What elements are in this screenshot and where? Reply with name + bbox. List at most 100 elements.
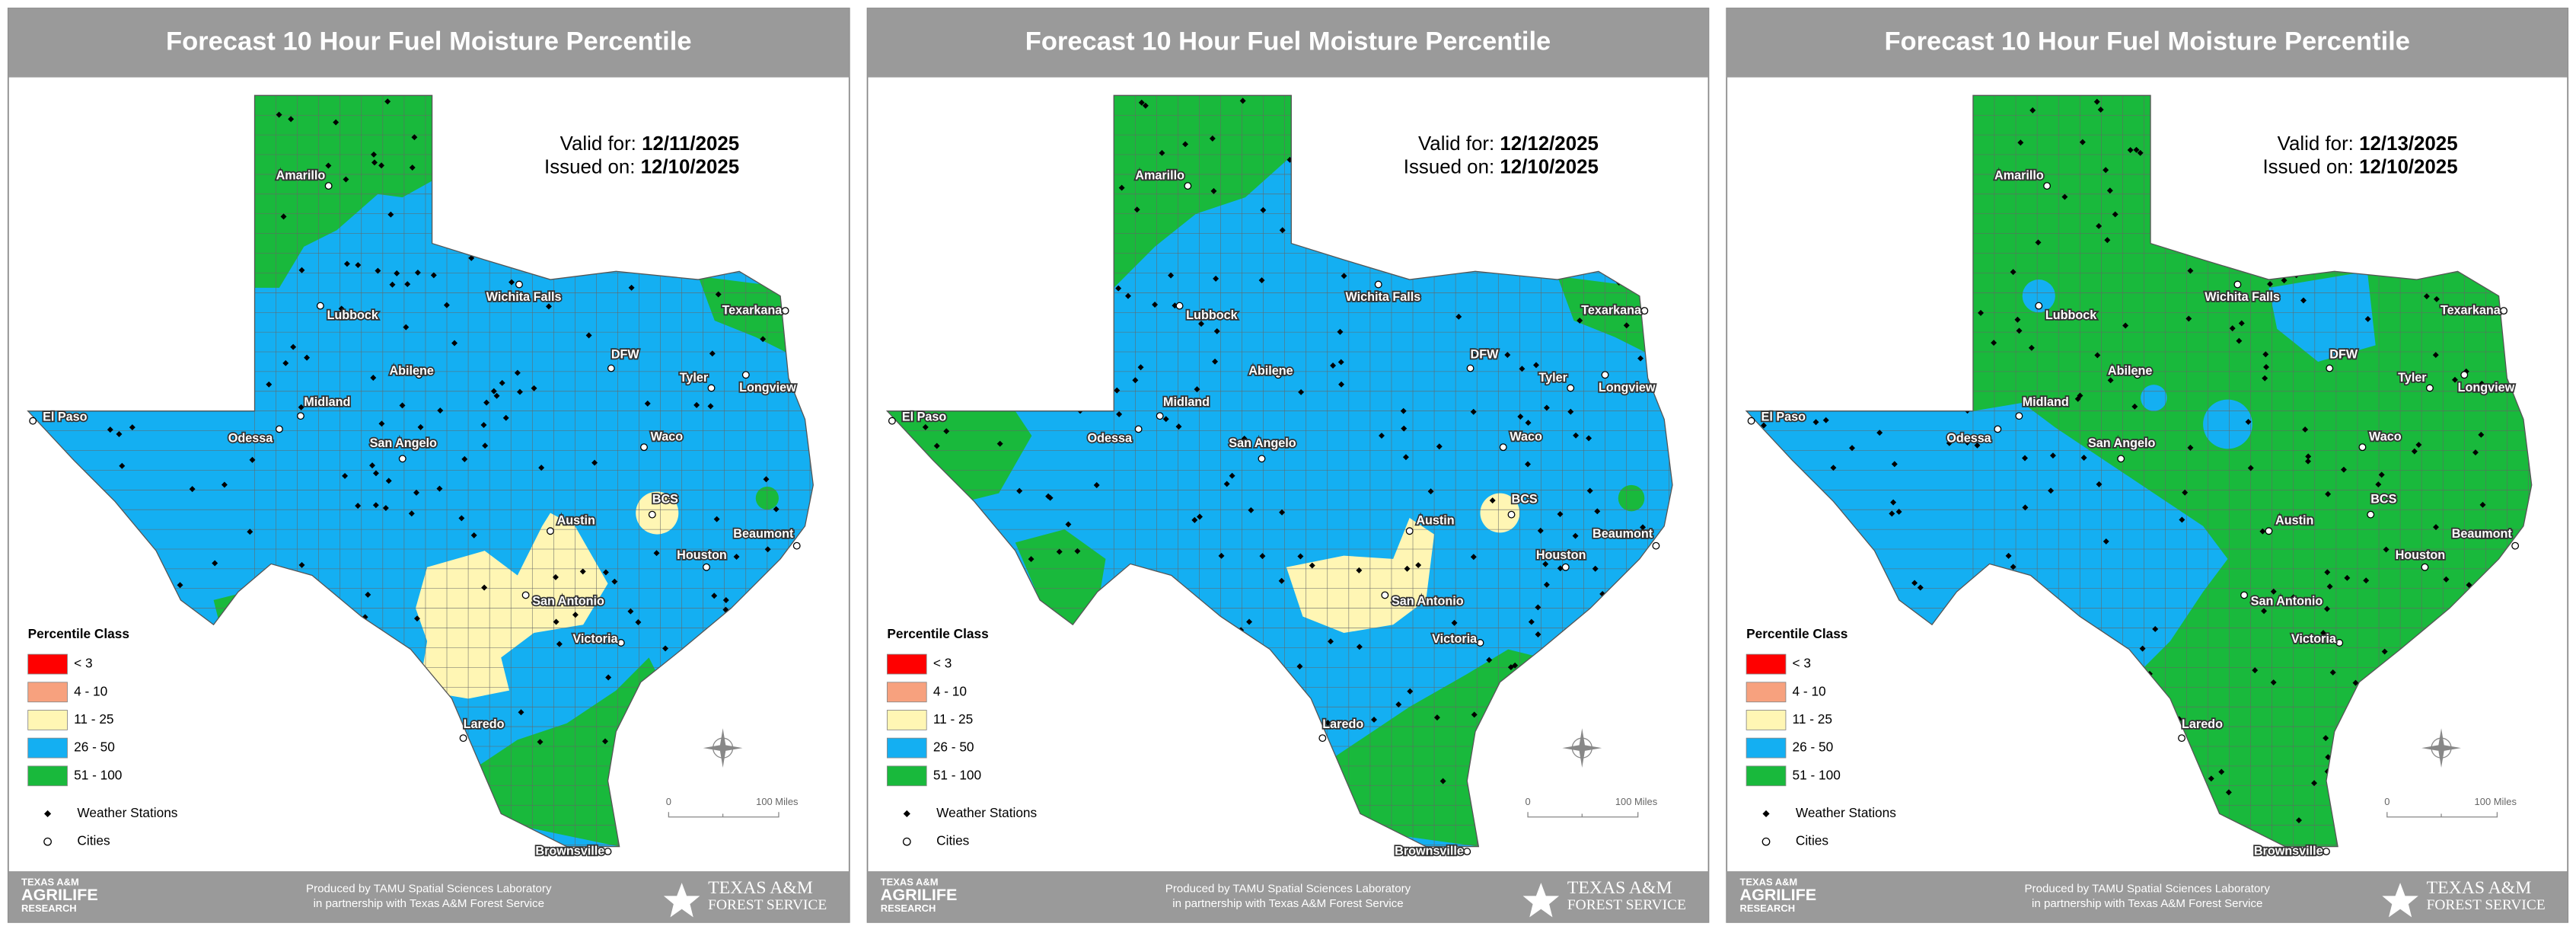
weather-station [1259,553,1266,560]
forest-logo [663,883,700,918]
weather-station [602,569,609,576]
weather-station [2074,395,2081,402]
legend-cities: Cities [77,833,110,848]
legend-title: Percentile Class [1746,626,1848,641]
legend-label: < 3 [933,656,952,671]
weather-station [1116,410,1123,417]
legend-label: 51 - 100 [74,767,122,782]
city-marker [547,527,554,535]
city-label: El Paso [1761,410,1806,424]
city-marker [515,280,523,289]
city-label: Abilene [389,364,433,378]
state-fill [887,95,1673,847]
legend-swatch [886,710,927,730]
weather-station [304,354,311,361]
city-marker [1274,371,1283,379]
weather-station [2381,648,2388,655]
city-marker [2322,848,2330,856]
agrilife-logo: TEXAS A&M [21,877,79,888]
weather-station [1337,359,1344,366]
valid-date: 12/12/2025 [1500,133,1599,155]
panel: Forecast 10 Hour Fuel Moisture Percentil… [866,8,1710,923]
footer [867,871,1709,922]
valid-line: Valid for: 12/12/2025 [1418,133,1599,155]
city-label: Odessa [1088,432,1133,446]
city-label: Waco [2369,430,2402,444]
panel-title: Forecast 10 Hour Fuel Moisture Percentil… [166,27,692,56]
city-label: Tyler [680,371,709,385]
city-marker [29,417,37,425]
weather-station [325,162,332,169]
weather-station [2182,489,2189,496]
city-marker [521,591,530,599]
issued-line: Issued on: 12/10/2025 [544,156,739,177]
weather-station [1191,516,1198,523]
legend-swatch [886,765,927,787]
weather-station [653,550,660,557]
weather-station [2131,403,2138,410]
weather-station [403,324,410,331]
city-label: BCS [1512,493,1538,506]
state-outline [885,94,1673,848]
fuel-zone [2268,271,2376,362]
weather-station [499,379,505,386]
valid-label: Valid for: [2278,133,2354,155]
city-marker [1640,307,1649,315]
city-marker [2421,563,2429,571]
weather-station [579,568,586,575]
weather-station [372,502,379,509]
compass [703,728,743,768]
weather-station [662,645,669,652]
city-label: Abilene [2108,364,2152,378]
agrilife-logo: TEXAS A&M [881,877,939,888]
city-label: Beaumont [733,527,794,541]
city-marker [2367,510,2375,519]
state-outline [27,94,814,848]
weather-station [2229,325,2236,332]
weather-station [1229,472,1235,479]
agrilife-logo: RESEARCH [881,902,936,914]
city-marker [1184,182,1192,190]
weather-station [1065,521,1072,528]
weather-station [773,506,779,513]
panel-header [8,8,850,78]
weather-station [2208,775,2214,782]
scale-end: 100 Miles [1615,796,1657,807]
city-label: Austin [1416,514,1454,528]
city-marker [607,364,615,372]
weather-station [119,462,126,469]
city-label: Houston [677,548,727,562]
city-marker [1601,371,1609,379]
weather-station [1223,481,1230,487]
city-label: San Antonio [532,594,604,608]
weather-station [1338,381,1345,388]
issued-date: 12/10/2025 [2359,156,2458,177]
legend-city-symbol [1761,837,1771,846]
weather-station [713,516,720,522]
legend-title: Percentile Class [28,626,129,641]
forest-service-logo: FOREST SERVICE [2427,897,2546,913]
weather-station [1371,716,1377,723]
weather-station [1213,275,1219,282]
weather-station [490,388,497,395]
fuel-zone [1746,402,2228,675]
weather-station [1074,548,1081,554]
weather-station [385,478,392,484]
weather-station [387,211,394,218]
weather-station [249,456,256,463]
fuel-zone [1015,529,1106,625]
weather-station [2340,466,2347,473]
scale-start: 0 [1525,796,1530,807]
issued-date: 12/10/2025 [641,156,740,177]
city-marker [316,302,324,310]
weather-station [436,485,443,492]
weather-station [1471,711,1478,718]
weather-station [553,618,560,625]
city-label: San Antonio [2251,594,2323,608]
city-marker [2500,307,2508,315]
fuel-zone [2022,280,2055,313]
weather-station [2010,564,2016,570]
city-marker [2133,371,2141,379]
weather-station [2218,768,2225,775]
fuel-zone [1480,493,1520,533]
